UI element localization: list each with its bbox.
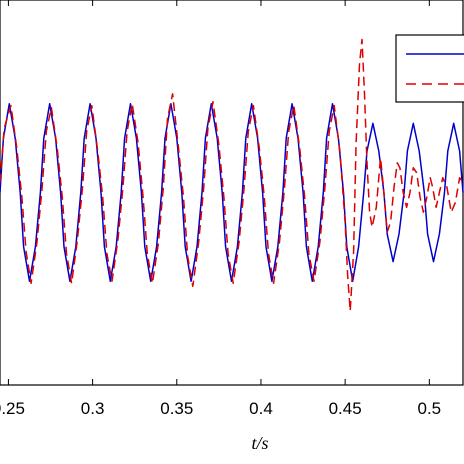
legend	[395, 34, 464, 103]
x-tick-label-1: 0.3	[81, 399, 105, 418]
x-tick-label-3: 0.4	[249, 399, 273, 418]
x-tick-label-0: 0.25	[0, 399, 25, 418]
plot-frame	[0, 0, 464, 386]
x-axis-title: t/s	[251, 433, 268, 453]
x-tick-label-5: 0.5	[418, 399, 442, 418]
series-layer	[0, 38, 464, 312]
x-axis: 0.25 0.3 0.35 0.4 0.45 0.5	[0, 0, 441, 418]
x-tick-label-2: 0.35	[160, 399, 193, 418]
legend-box	[395, 34, 464, 103]
series-line-dashed	[0, 38, 464, 312]
x-tick-label-4: 0.45	[329, 399, 362, 418]
